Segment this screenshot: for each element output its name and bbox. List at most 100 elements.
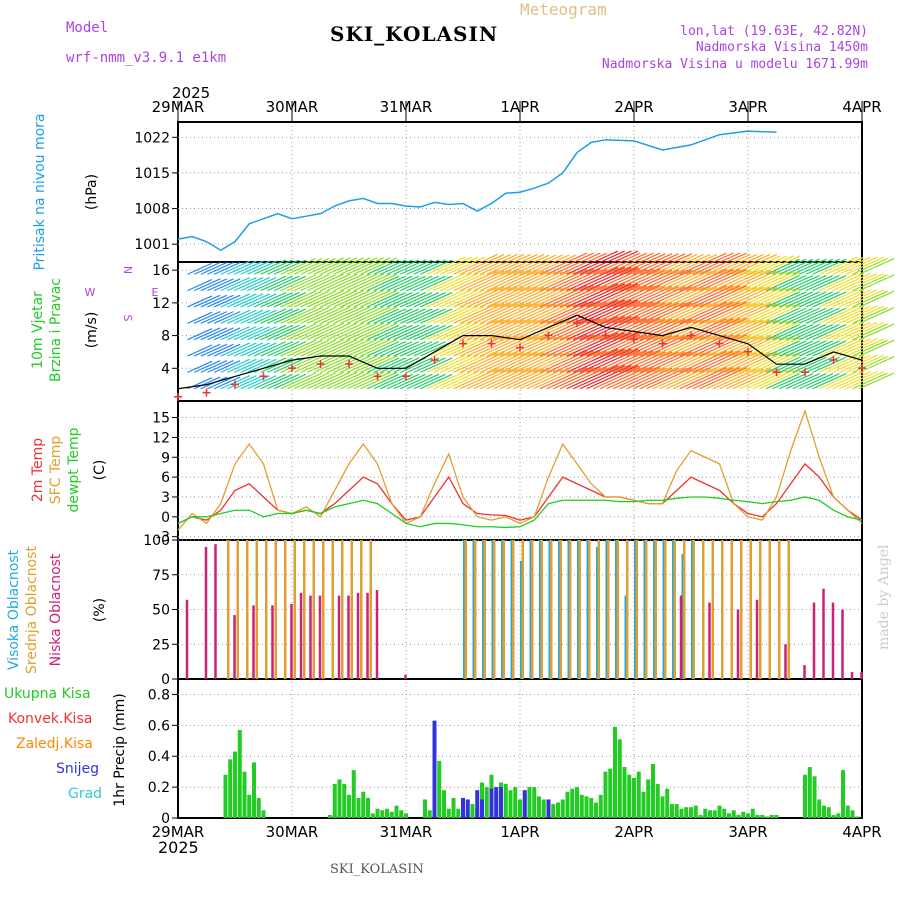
wind-barb	[646, 253, 693, 275]
wind-gust-marker	[744, 347, 752, 356]
wind-barb	[439, 338, 479, 357]
precip-bar-0	[812, 776, 817, 818]
wind-barb	[260, 357, 293, 373]
wind-barb	[679, 367, 727, 390]
wind-barb	[400, 292, 433, 308]
wind-barb	[692, 334, 741, 357]
station-title: SKI_KOLASIN	[330, 22, 499, 46]
wind-barb	[293, 339, 330, 357]
wind-barb	[340, 322, 378, 341]
wind-barb	[439, 371, 479, 390]
wind-barb	[612, 350, 661, 373]
wind-gust-marker	[544, 331, 553, 340]
precip-bar-0	[632, 777, 636, 818]
wind-barb	[346, 339, 384, 357]
wind-barb	[646, 367, 693, 390]
wind-barb	[479, 270, 525, 292]
wind-barb	[652, 335, 698, 357]
wind-barb	[686, 301, 734, 324]
wind-barb	[745, 255, 788, 275]
wind-barb	[819, 338, 858, 357]
wind-barb	[446, 289, 486, 308]
wind-barb	[406, 259, 440, 275]
wind-barb	[499, 286, 545, 308]
precip-bar-0	[537, 796, 541, 818]
wind-barb	[692, 317, 741, 341]
cloud-bar-2	[708, 602, 711, 679]
wind-barb	[559, 301, 608, 324]
wind-barb	[346, 322, 384, 341]
wind-barb	[632, 367, 679, 390]
cloud-bar-0	[567, 540, 570, 679]
wind-gust-marker	[288, 364, 296, 373]
wind-barb	[599, 334, 648, 357]
temp-axis-title-0: 2m Temp	[30, 438, 46, 502]
wind-barb	[592, 367, 641, 390]
precip-bar-0	[451, 797, 456, 818]
cloud-axis-title-2: Niska Oblacnost	[48, 553, 64, 666]
wind-barb	[393, 292, 426, 308]
wind-barb	[453, 253, 498, 275]
wind-gust-marker	[345, 360, 353, 369]
wind-barb	[646, 302, 693, 324]
wind-barb	[752, 369, 794, 390]
cloud-bar-0	[672, 540, 675, 679]
wind-barb	[805, 324, 840, 341]
wind-barb	[260, 308, 293, 324]
wind-barb	[240, 326, 270, 341]
wind-gust-marker	[687, 331, 695, 340]
cloud-axis-title-0: Visoka Oblacnost	[6, 549, 22, 670]
precip-bar-0	[589, 797, 594, 818]
wind-barb	[360, 257, 398, 275]
wind-barb	[227, 277, 257, 292]
wind-barb	[513, 336, 557, 357]
precip-bar-0	[617, 739, 622, 818]
wind-barb	[466, 270, 512, 292]
wind-barb	[220, 358, 250, 373]
wind-barb	[433, 354, 472, 373]
wind-barb	[765, 340, 800, 357]
wind-barb	[333, 322, 371, 341]
wind-barb	[825, 305, 865, 324]
wind-barb	[845, 371, 885, 390]
wind-barb	[380, 341, 413, 357]
wind-barb	[632, 318, 679, 341]
wind-barb	[526, 320, 570, 341]
wind-barb	[539, 268, 588, 292]
wind-barb	[799, 307, 834, 324]
wind-barb	[366, 259, 400, 275]
wind-barb	[426, 322, 466, 341]
wind-barb	[832, 322, 871, 341]
cloud-bar-1	[578, 540, 581, 679]
wind-barb	[340, 355, 378, 373]
wind-barb	[805, 291, 840, 308]
wind-barb	[486, 286, 531, 308]
precip-bar-0	[228, 759, 233, 818]
wind-barb	[406, 292, 440, 308]
wind-barb	[805, 373, 840, 390]
cloud-bar-2	[185, 599, 189, 679]
wind-barb	[187, 344, 213, 357]
precip-bar-0	[233, 751, 237, 818]
pressure-line	[177, 130, 777, 252]
wind-barb	[426, 272, 466, 292]
cloud-bar-0	[463, 540, 466, 679]
wind-barb	[493, 335, 538, 357]
wind-barb	[619, 269, 666, 292]
wind-barb	[453, 286, 498, 308]
wind-barb	[439, 272, 479, 292]
wind-barb	[652, 368, 698, 390]
wind-barb	[293, 307, 330, 324]
wind-gust-marker	[516, 343, 524, 352]
precip-bar-0	[807, 767, 812, 818]
wind-barb	[772, 258, 807, 275]
wind-gust-marker	[715, 339, 724, 348]
wind-barb	[320, 322, 358, 341]
lonlat-label: lon,lat (19.63E, 42.82N)	[680, 24, 868, 39]
wind-barb	[606, 367, 654, 390]
precip-bar-0	[579, 794, 584, 818]
wind-barb	[373, 357, 406, 373]
wind-barb	[360, 289, 398, 308]
precip-bar-1	[480, 799, 484, 818]
wind-barb	[792, 291, 827, 308]
